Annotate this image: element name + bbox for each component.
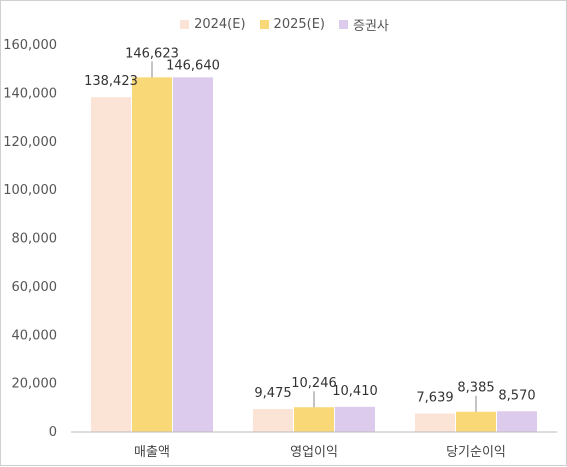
bar-2-1 <box>132 77 172 432</box>
legend-swatch-2025 <box>259 20 269 29</box>
y-tick-label: 80,000 <box>12 232 58 247</box>
data-label: 8,385 <box>457 381 494 396</box>
x-tick-label: 영업이익 <box>290 445 338 460</box>
y-tick-label: 0 <box>49 425 57 440</box>
legend: 2024(E) 2025(E) 증권사 <box>1 15 567 34</box>
legend-item-consensus: 증권사 <box>339 15 389 34</box>
legend-label-2025: 2025(E) <box>273 17 325 32</box>
data-label: 138,423 <box>84 74 138 89</box>
data-label: 146,623 <box>125 46 179 61</box>
bar-2-2 <box>294 407 334 432</box>
y-tick-label: 20,000 <box>12 377 58 392</box>
y-tick-label: 120,000 <box>3 135 57 150</box>
y-tick-label: 160,000 <box>3 38 57 53</box>
bar-3-2 <box>335 406 375 432</box>
legend-item-2025: 2025(E) <box>259 15 325 34</box>
x-tick-label: 매출액 <box>134 445 170 460</box>
y-tick-label: 140,000 <box>3 86 57 101</box>
y-tick-label: 60,000 <box>12 280 58 295</box>
bar-1-2 <box>253 409 293 432</box>
legend-swatch-consensus <box>339 20 348 29</box>
data-label: 9,475 <box>254 386 291 401</box>
data-label: 8,570 <box>498 388 535 403</box>
data-label: 10,246 <box>291 376 337 391</box>
bar-1-3 <box>415 413 455 432</box>
legend-item-2024: 2024(E) <box>180 15 246 34</box>
bar-3-1 <box>173 77 213 432</box>
data-label: 7,639 <box>416 391 453 406</box>
data-label: 10,410 <box>332 384 378 399</box>
legend-label-consensus: 증권사 <box>353 19 389 34</box>
bar-3-3 <box>497 411 537 432</box>
data-label: 146,640 <box>166 58 220 73</box>
bar-1-1 <box>91 97 131 433</box>
legend-label-2024: 2024(E) <box>194 17 246 32</box>
x-tick-label: 당기순이익 <box>446 445 506 460</box>
bar-2-3 <box>456 411 496 432</box>
y-tick-label: 40,000 <box>12 328 58 343</box>
legend-swatch-2024 <box>180 20 190 29</box>
y-tick-label: 100,000 <box>3 183 57 198</box>
